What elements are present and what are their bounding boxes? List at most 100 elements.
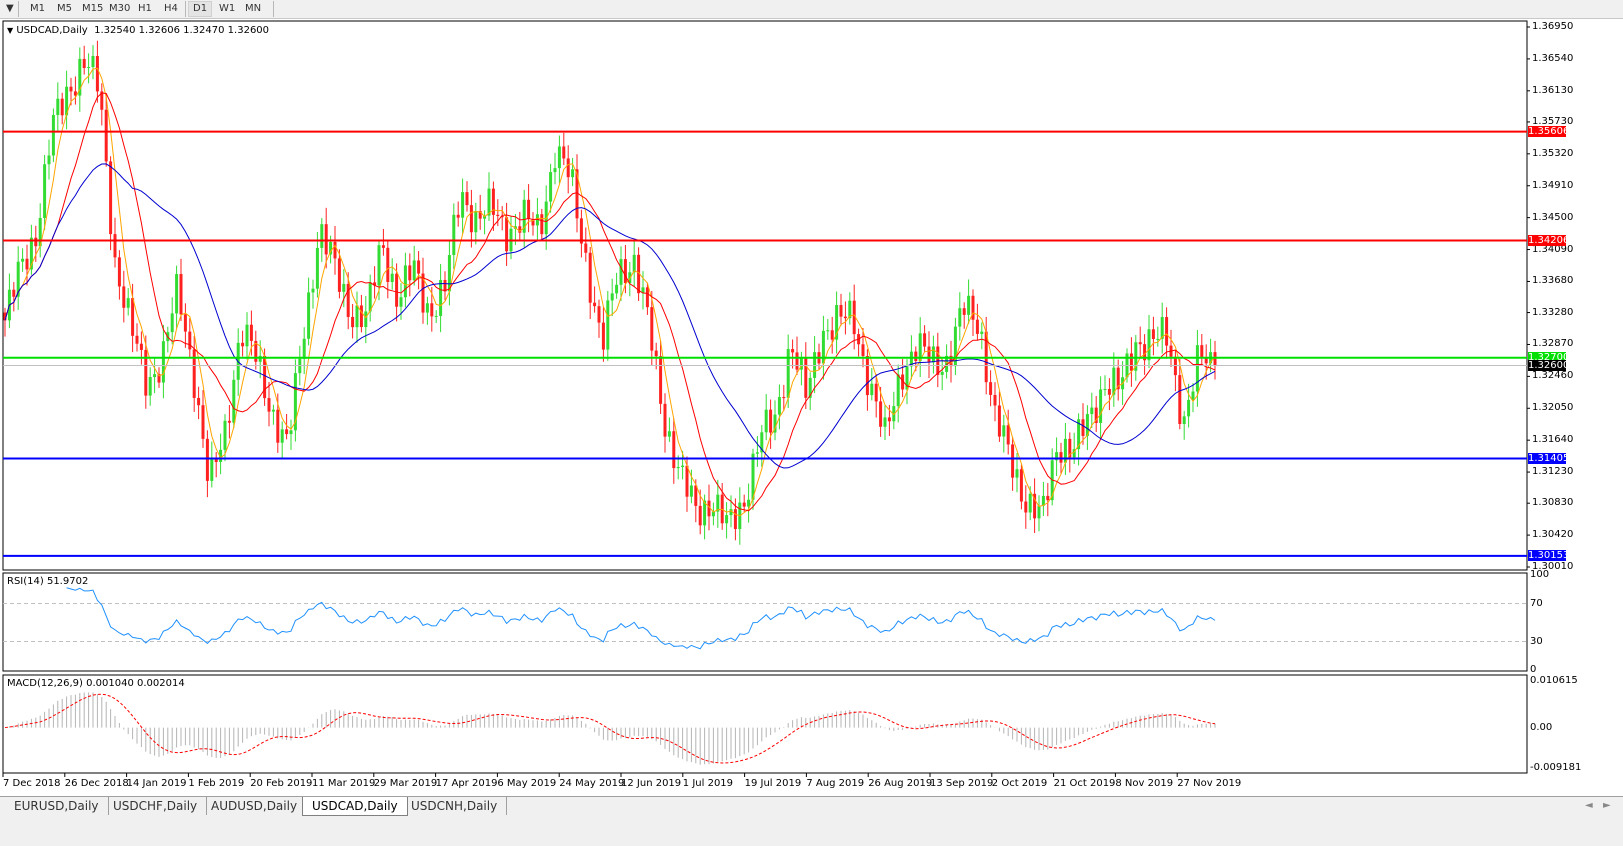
candle-bull (641, 287, 645, 294)
candle-bear (500, 215, 504, 218)
candle-bull (315, 247, 319, 289)
date-tick-label: 20 Feb 2019 (250, 778, 313, 789)
price-tick-label: 1.30420 (1532, 529, 1574, 541)
chart-tabs: EURUSD,Daily USDCHF,Daily AUDUSD,Daily U… (0, 796, 1623, 817)
candle-bull (689, 485, 693, 497)
timeframe-m30[interactable]: M30 (109, 3, 131, 14)
candle-bull (148, 377, 152, 396)
timeframe-h4[interactable]: H4 (164, 3, 178, 14)
timeframe-h1[interactable]: H1 (138, 3, 152, 14)
candle-bear (430, 303, 434, 317)
candle-bull (1191, 391, 1195, 400)
candle-bear (562, 146, 566, 159)
date-tick-label: 7 Dec 2018 (3, 778, 61, 789)
candle-bear (584, 243, 588, 253)
macd-signal-line (4, 693, 1216, 764)
chart-window[interactable]: ▼ USDCAD,Daily 1.32540 1.32606 1.32470 1… (0, 19, 1623, 796)
candle-bull (1156, 338, 1160, 340)
toolbar-grip[interactable] (18, 1, 19, 17)
tab-usdcnh[interactable]: USDCNH,Daily (402, 797, 508, 815)
candle-bear (34, 237, 38, 247)
tab-usdcad[interactable]: USDCAD,Daily (302, 797, 408, 816)
toolbar-menu-arrow[interactable]: ▼ (6, 3, 14, 14)
candle-bull (219, 449, 223, 462)
candle-bear (975, 319, 979, 334)
candle-bull (342, 283, 346, 292)
candle-bull (703, 500, 707, 526)
rsi-pane (2, 572, 1528, 672)
tab-scroll-left-icon[interactable]: ◄ (1585, 800, 1593, 811)
candle-bull (1063, 438, 1067, 463)
candle-bull (1160, 317, 1164, 339)
level-price-label: 1.30153 (1528, 550, 1570, 562)
tab-usdchf[interactable]: USDCHF,Daily (104, 797, 208, 815)
timeframe-m15[interactable]: M15 (82, 3, 104, 14)
timeframe-d1[interactable]: D1 (188, 1, 213, 17)
price-tick-label: 1.35730 (1532, 115, 1574, 127)
price-tick-label: 1.33680 (1532, 275, 1574, 287)
candle-bear (95, 56, 99, 92)
candle-bear (183, 314, 187, 332)
candle-bull (245, 324, 249, 347)
candle-bull (210, 457, 214, 481)
candle-bear (395, 273, 399, 307)
candle-bull (223, 420, 227, 450)
candle-bear (1068, 438, 1072, 458)
candle-bull (535, 214, 539, 226)
candle-bull (293, 373, 297, 431)
candle-bull (1041, 495, 1045, 506)
timeframe-m1[interactable]: M1 (30, 3, 45, 14)
candle-bull (289, 430, 293, 435)
timeframe-m5[interactable]: M5 (57, 3, 72, 14)
candle-bear (531, 219, 535, 226)
ma-mid-line (4, 92, 1216, 512)
candle-bull (302, 338, 306, 359)
candle-bear (795, 352, 799, 370)
date-tick-label: 8 Nov 2019 (1115, 778, 1174, 789)
timeframe-toolbar: ▼ M1 M5 M15 M30 H1 H4 D1 W1 MN (0, 0, 1623, 19)
candle-bear (381, 245, 385, 248)
candle-bull (1147, 329, 1151, 361)
tab-eurusd[interactable]: EURUSD,Daily (5, 797, 109, 815)
candle-bear (117, 257, 121, 287)
timeframe-mn[interactable]: MN (245, 3, 262, 14)
tab-scroll-right-icon[interactable]: ► (1603, 800, 1611, 811)
candle-bear (465, 192, 469, 206)
date-tick-label: 26 Dec 2018 (64, 778, 129, 789)
candle-bear (201, 405, 205, 439)
candle-bear (205, 438, 209, 481)
date-tick-label: 7 Aug 2019 (806, 778, 865, 789)
candle-bear (417, 260, 421, 274)
collapse-arrow-icon[interactable]: ▼ (7, 26, 14, 35)
timeframe-w1[interactable]: W1 (219, 3, 236, 14)
candle-bull (909, 351, 913, 367)
candle-bull (755, 452, 759, 454)
candle-bear (791, 349, 795, 353)
chart-canvas[interactable] (0, 19, 1623, 796)
candle-bear (879, 401, 883, 427)
candle-bear (623, 259, 627, 284)
candle-bear (478, 211, 482, 219)
rsi-tick-label: 100 (1530, 569, 1550, 580)
ma-slow-line (4, 163, 1216, 469)
candle-bull (329, 241, 333, 255)
candle-bear (1059, 452, 1063, 463)
candle-bear (1024, 501, 1028, 513)
candle-bear (865, 355, 869, 396)
date-tick-label: 1 Jul 2019 (682, 778, 734, 789)
date-tick-label: 27 Nov 2019 (1177, 778, 1242, 789)
candle-bull (615, 284, 619, 294)
candle-bull (38, 217, 42, 247)
rsi-label: RSI(14) 51.9702 (7, 576, 89, 587)
macd-tick-label: 0.00 (1530, 721, 1553, 733)
candle-bull (610, 293, 614, 301)
candle-bull (1055, 452, 1059, 461)
candle-bull (905, 366, 909, 390)
candle-bull (940, 371, 944, 375)
candle-bear (654, 350, 658, 357)
candle-bear (1081, 419, 1085, 436)
date-tick-label: 11 Mar 2019 (312, 778, 376, 789)
tab-audusd[interactable]: AUDUSD,Daily (202, 797, 308, 815)
candle-bear (386, 247, 390, 282)
candle-bull (1134, 342, 1138, 371)
